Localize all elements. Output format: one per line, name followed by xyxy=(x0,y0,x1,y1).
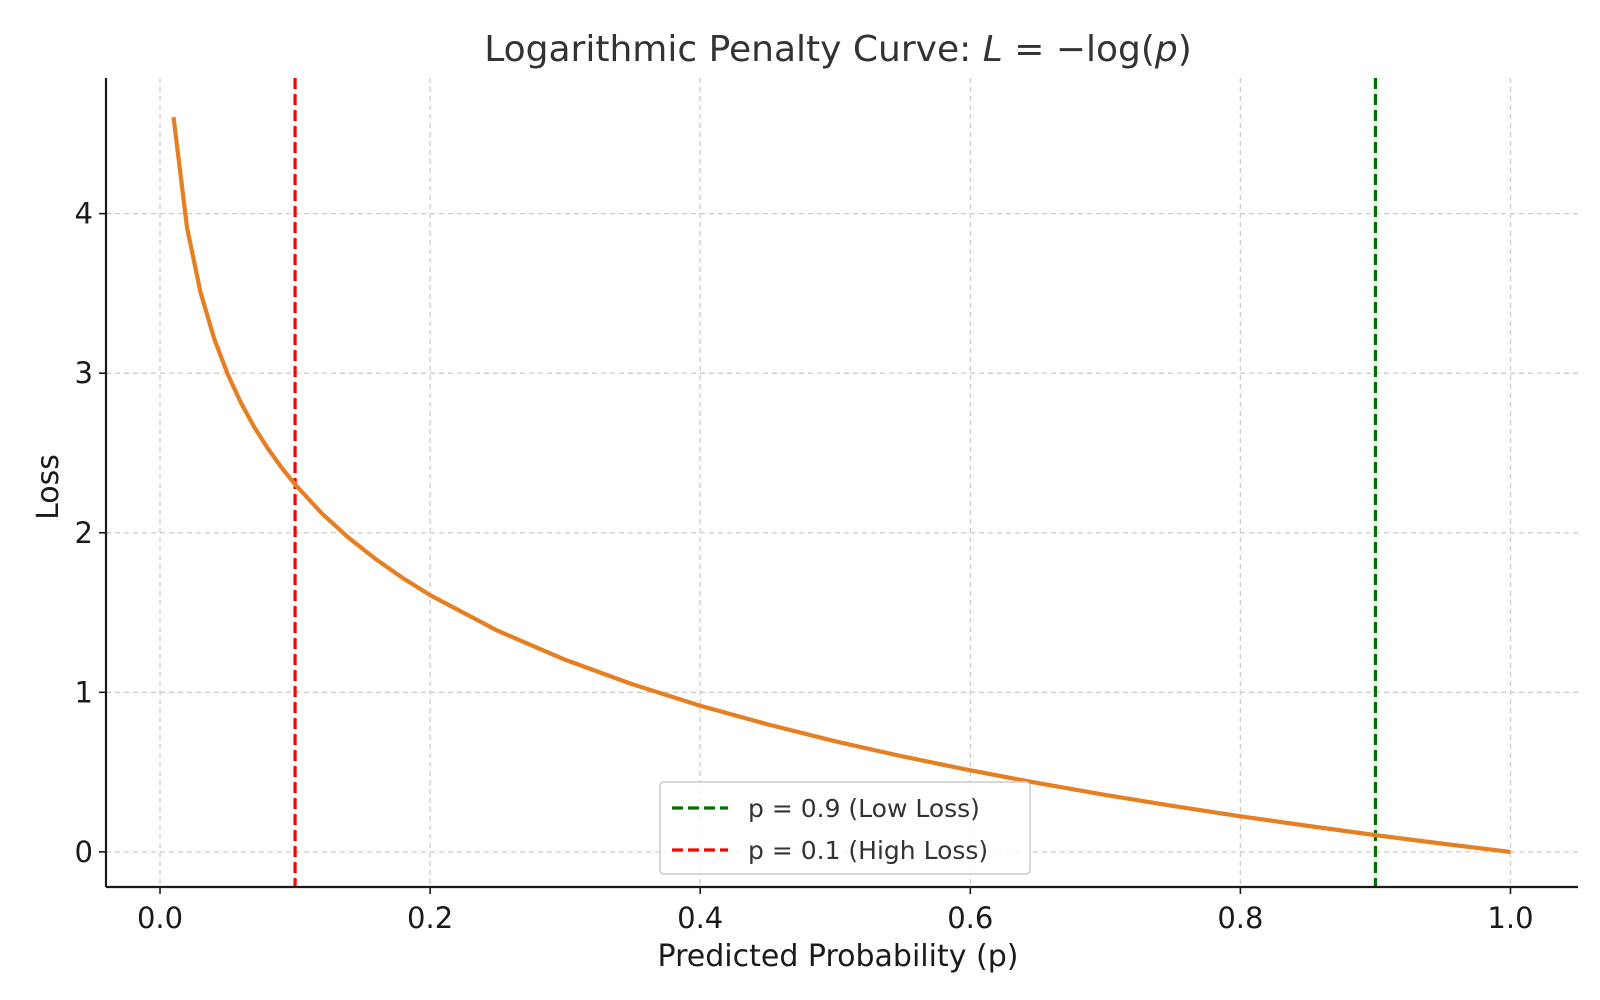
legend-box xyxy=(659,781,1031,875)
chart-title-math-lhs: L xyxy=(983,29,1003,70)
grid xyxy=(106,78,1578,887)
reference-lines xyxy=(293,78,1378,887)
chart-title-math-eq: = −log( xyxy=(1003,29,1155,70)
y-axis-title: Loss xyxy=(31,454,66,520)
legend: p = 0.9 (Low Loss) p = 0.1 (High Loss) xyxy=(659,781,1031,875)
x-tick-label-2: 0.4 xyxy=(677,901,723,935)
x-axis-title: Predicted Probability (p) xyxy=(658,939,1019,974)
x-tick-label-4: 0.8 xyxy=(1217,901,1263,935)
chart-title-math-close: ) xyxy=(1178,29,1192,70)
chart-title: Logarithmic Penalty Curve: L = −log(p) xyxy=(484,29,1192,70)
y-tick-label-4: 4 xyxy=(75,197,93,231)
x-tick-label-3: 0.6 xyxy=(947,901,993,935)
x-tick-label-5: 1.0 xyxy=(1487,901,1533,935)
legend-label-1: p = 0.1 (High Loss) xyxy=(748,836,988,865)
chart-title-text: Logarithmic Penalty Curve: xyxy=(484,29,983,70)
x-tick-label-0: 0.0 xyxy=(137,901,183,935)
tick-labels: 0.0 0.2 0.4 0.6 0.8 1.0 0 1 2 3 4 xyxy=(75,197,1534,935)
legend-label-0: p = 0.9 (Low Loss) xyxy=(748,794,980,823)
y-tick-label-2: 2 xyxy=(75,516,93,550)
series-layer xyxy=(171,116,1511,854)
y-tick-label-0: 0 xyxy=(75,835,93,869)
chart-title-math-var: p xyxy=(1154,29,1178,70)
y-tick-label-1: 1 xyxy=(75,675,93,709)
series-line-0 xyxy=(171,116,1511,854)
x-tick-label-1: 0.2 xyxy=(407,901,453,935)
y-tick-label-3: 3 xyxy=(75,356,93,390)
axes xyxy=(99,78,1578,894)
